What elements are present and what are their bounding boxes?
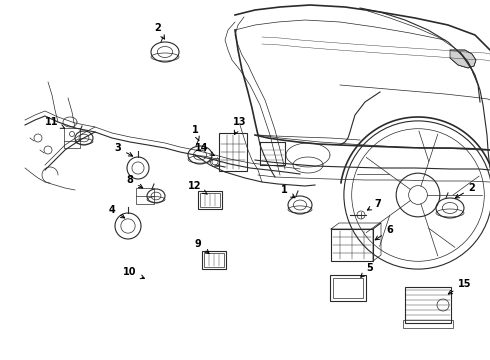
Bar xyxy=(64,128,80,148)
Bar xyxy=(405,287,451,323)
Text: 5: 5 xyxy=(361,263,373,277)
Polygon shape xyxy=(450,50,476,68)
Text: 4: 4 xyxy=(109,205,125,218)
Text: 9: 9 xyxy=(195,239,209,253)
Bar xyxy=(333,278,363,298)
Text: 8: 8 xyxy=(126,175,143,188)
Text: 15: 15 xyxy=(448,279,472,294)
Text: 11: 11 xyxy=(45,117,65,128)
Text: 12: 12 xyxy=(188,181,207,194)
Bar xyxy=(200,193,220,207)
Bar xyxy=(198,191,222,209)
Bar xyxy=(219,133,247,171)
Text: 2: 2 xyxy=(455,183,475,198)
Text: 2: 2 xyxy=(155,23,165,39)
Text: 1: 1 xyxy=(281,185,295,198)
Text: 1: 1 xyxy=(192,125,199,141)
Bar xyxy=(330,275,366,301)
Bar xyxy=(331,229,373,261)
Text: 14: 14 xyxy=(195,143,214,156)
Text: 13: 13 xyxy=(233,117,247,135)
Bar xyxy=(136,188,154,204)
Text: 6: 6 xyxy=(375,225,393,240)
Bar xyxy=(202,251,226,269)
Text: 7: 7 xyxy=(368,199,381,210)
Text: 3: 3 xyxy=(115,143,133,156)
Bar xyxy=(204,253,224,267)
Text: 10: 10 xyxy=(123,267,145,279)
Bar xyxy=(403,320,453,328)
